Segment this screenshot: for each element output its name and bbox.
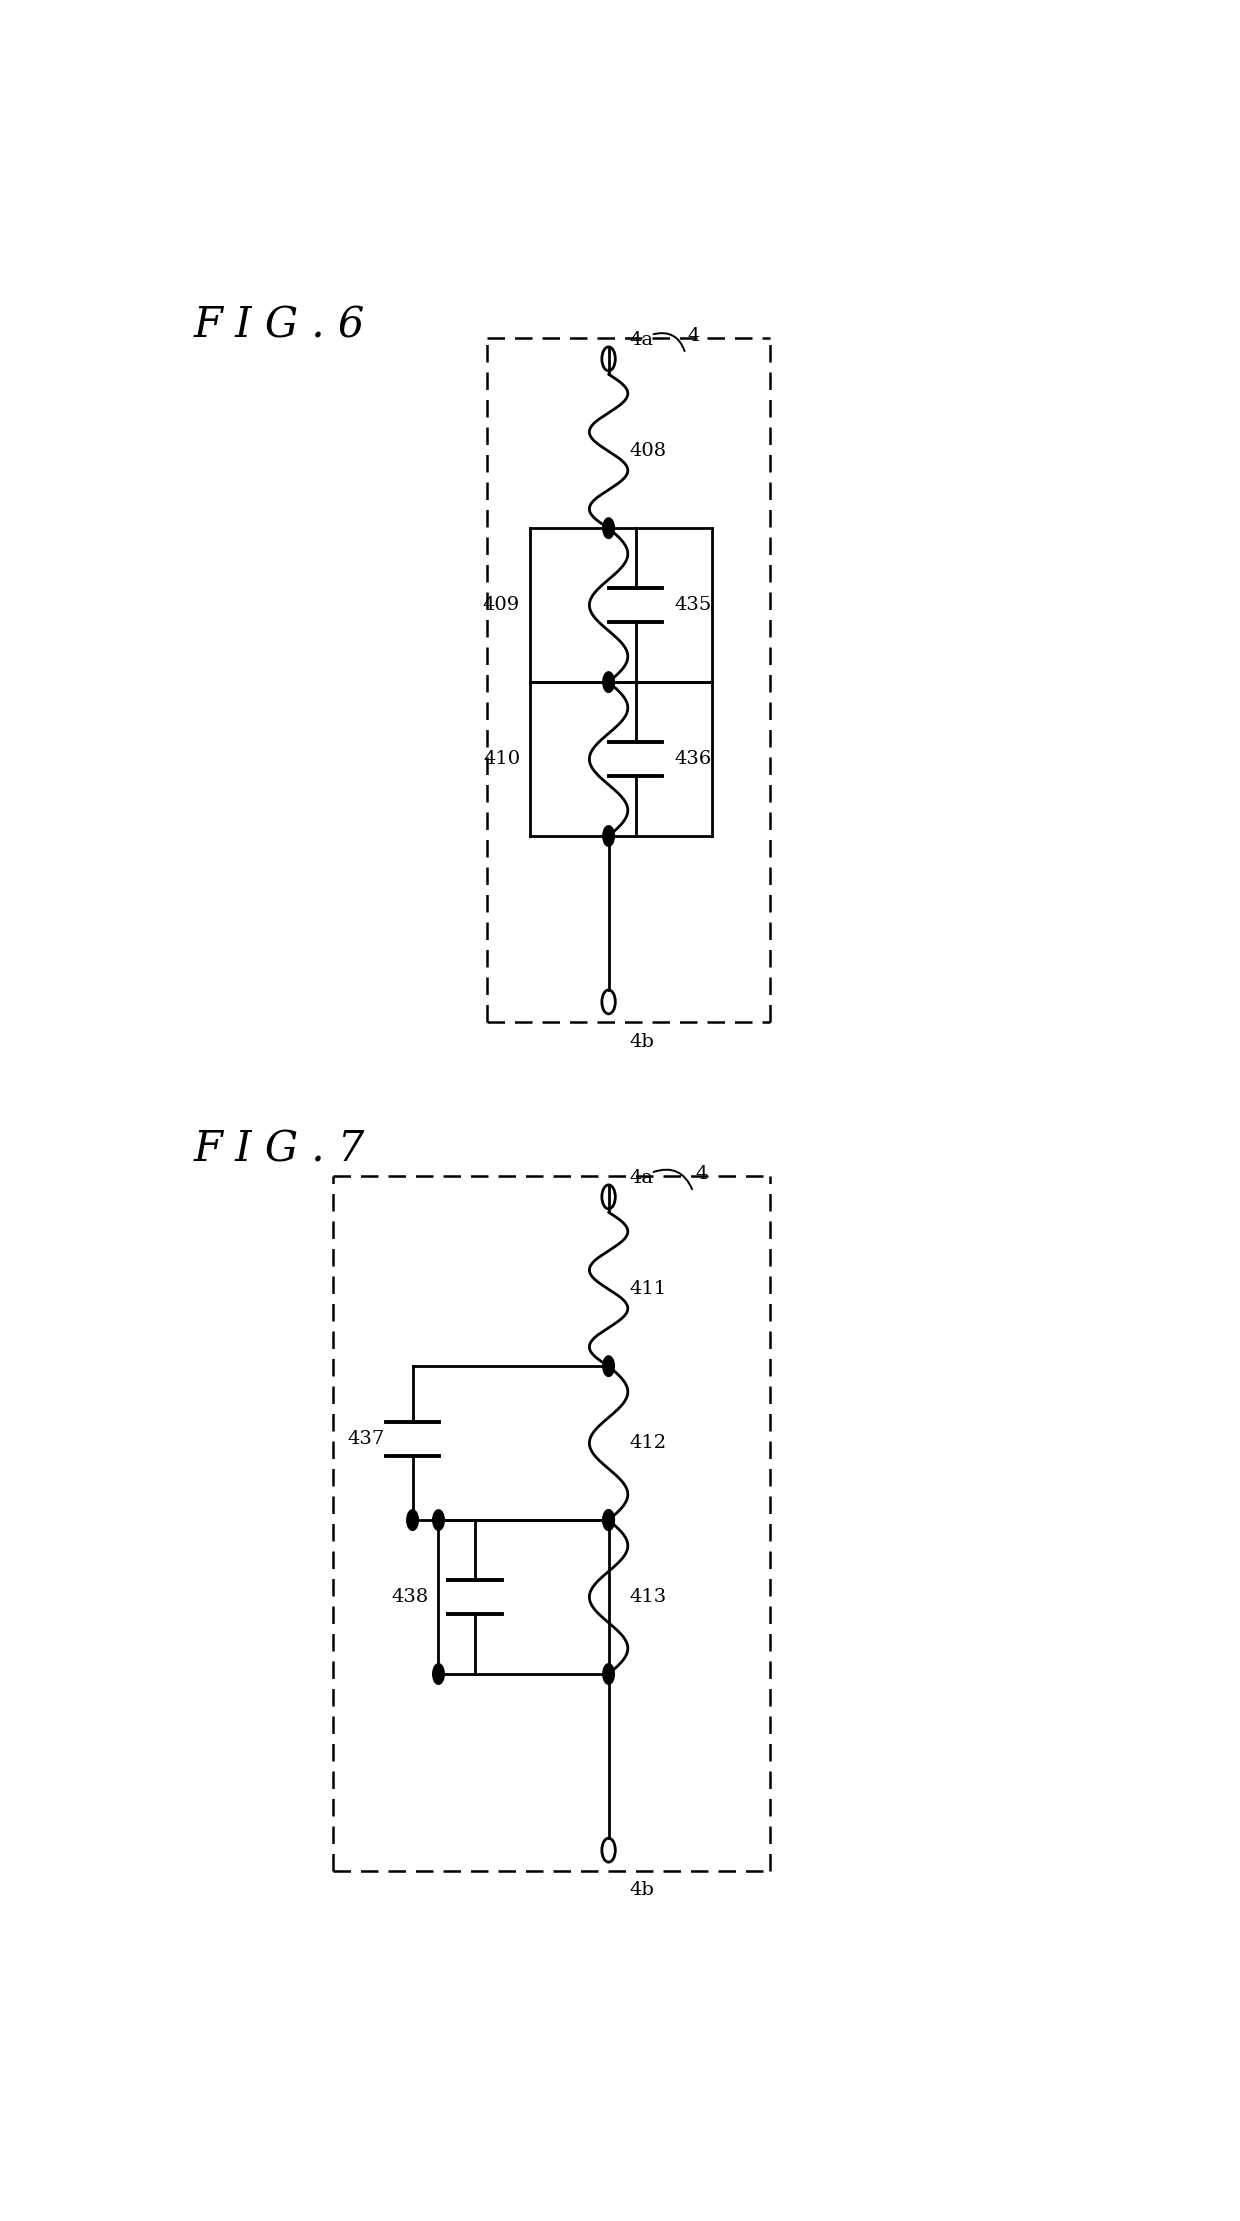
Text: 4: 4 [696, 1166, 708, 1184]
Text: 411: 411 [630, 1279, 667, 1299]
Circle shape [433, 1510, 444, 1530]
Text: 409: 409 [482, 595, 521, 615]
Text: 436: 436 [675, 751, 712, 768]
Text: 437: 437 [347, 1430, 384, 1448]
Text: 412: 412 [630, 1435, 667, 1453]
Circle shape [603, 517, 614, 537]
Text: 4: 4 [687, 326, 699, 344]
Circle shape [603, 671, 614, 693]
Text: 4a: 4a [630, 331, 653, 349]
Circle shape [603, 1664, 614, 1684]
Text: 4a: 4a [630, 1168, 653, 1186]
Text: 4b: 4b [630, 1033, 655, 1051]
Circle shape [433, 1664, 444, 1684]
Circle shape [603, 1355, 614, 1377]
Text: 438: 438 [392, 1588, 429, 1606]
Text: F I G . 7: F I G . 7 [193, 1128, 365, 1170]
Text: 4b: 4b [630, 1881, 655, 1899]
Circle shape [603, 1510, 614, 1530]
Circle shape [603, 826, 614, 846]
Circle shape [603, 1510, 614, 1530]
Text: F I G . 6: F I G . 6 [193, 304, 365, 346]
Text: 408: 408 [630, 442, 667, 460]
Text: 435: 435 [675, 595, 712, 615]
Text: 410: 410 [484, 751, 521, 768]
Text: 413: 413 [630, 1588, 667, 1606]
Circle shape [407, 1510, 418, 1530]
